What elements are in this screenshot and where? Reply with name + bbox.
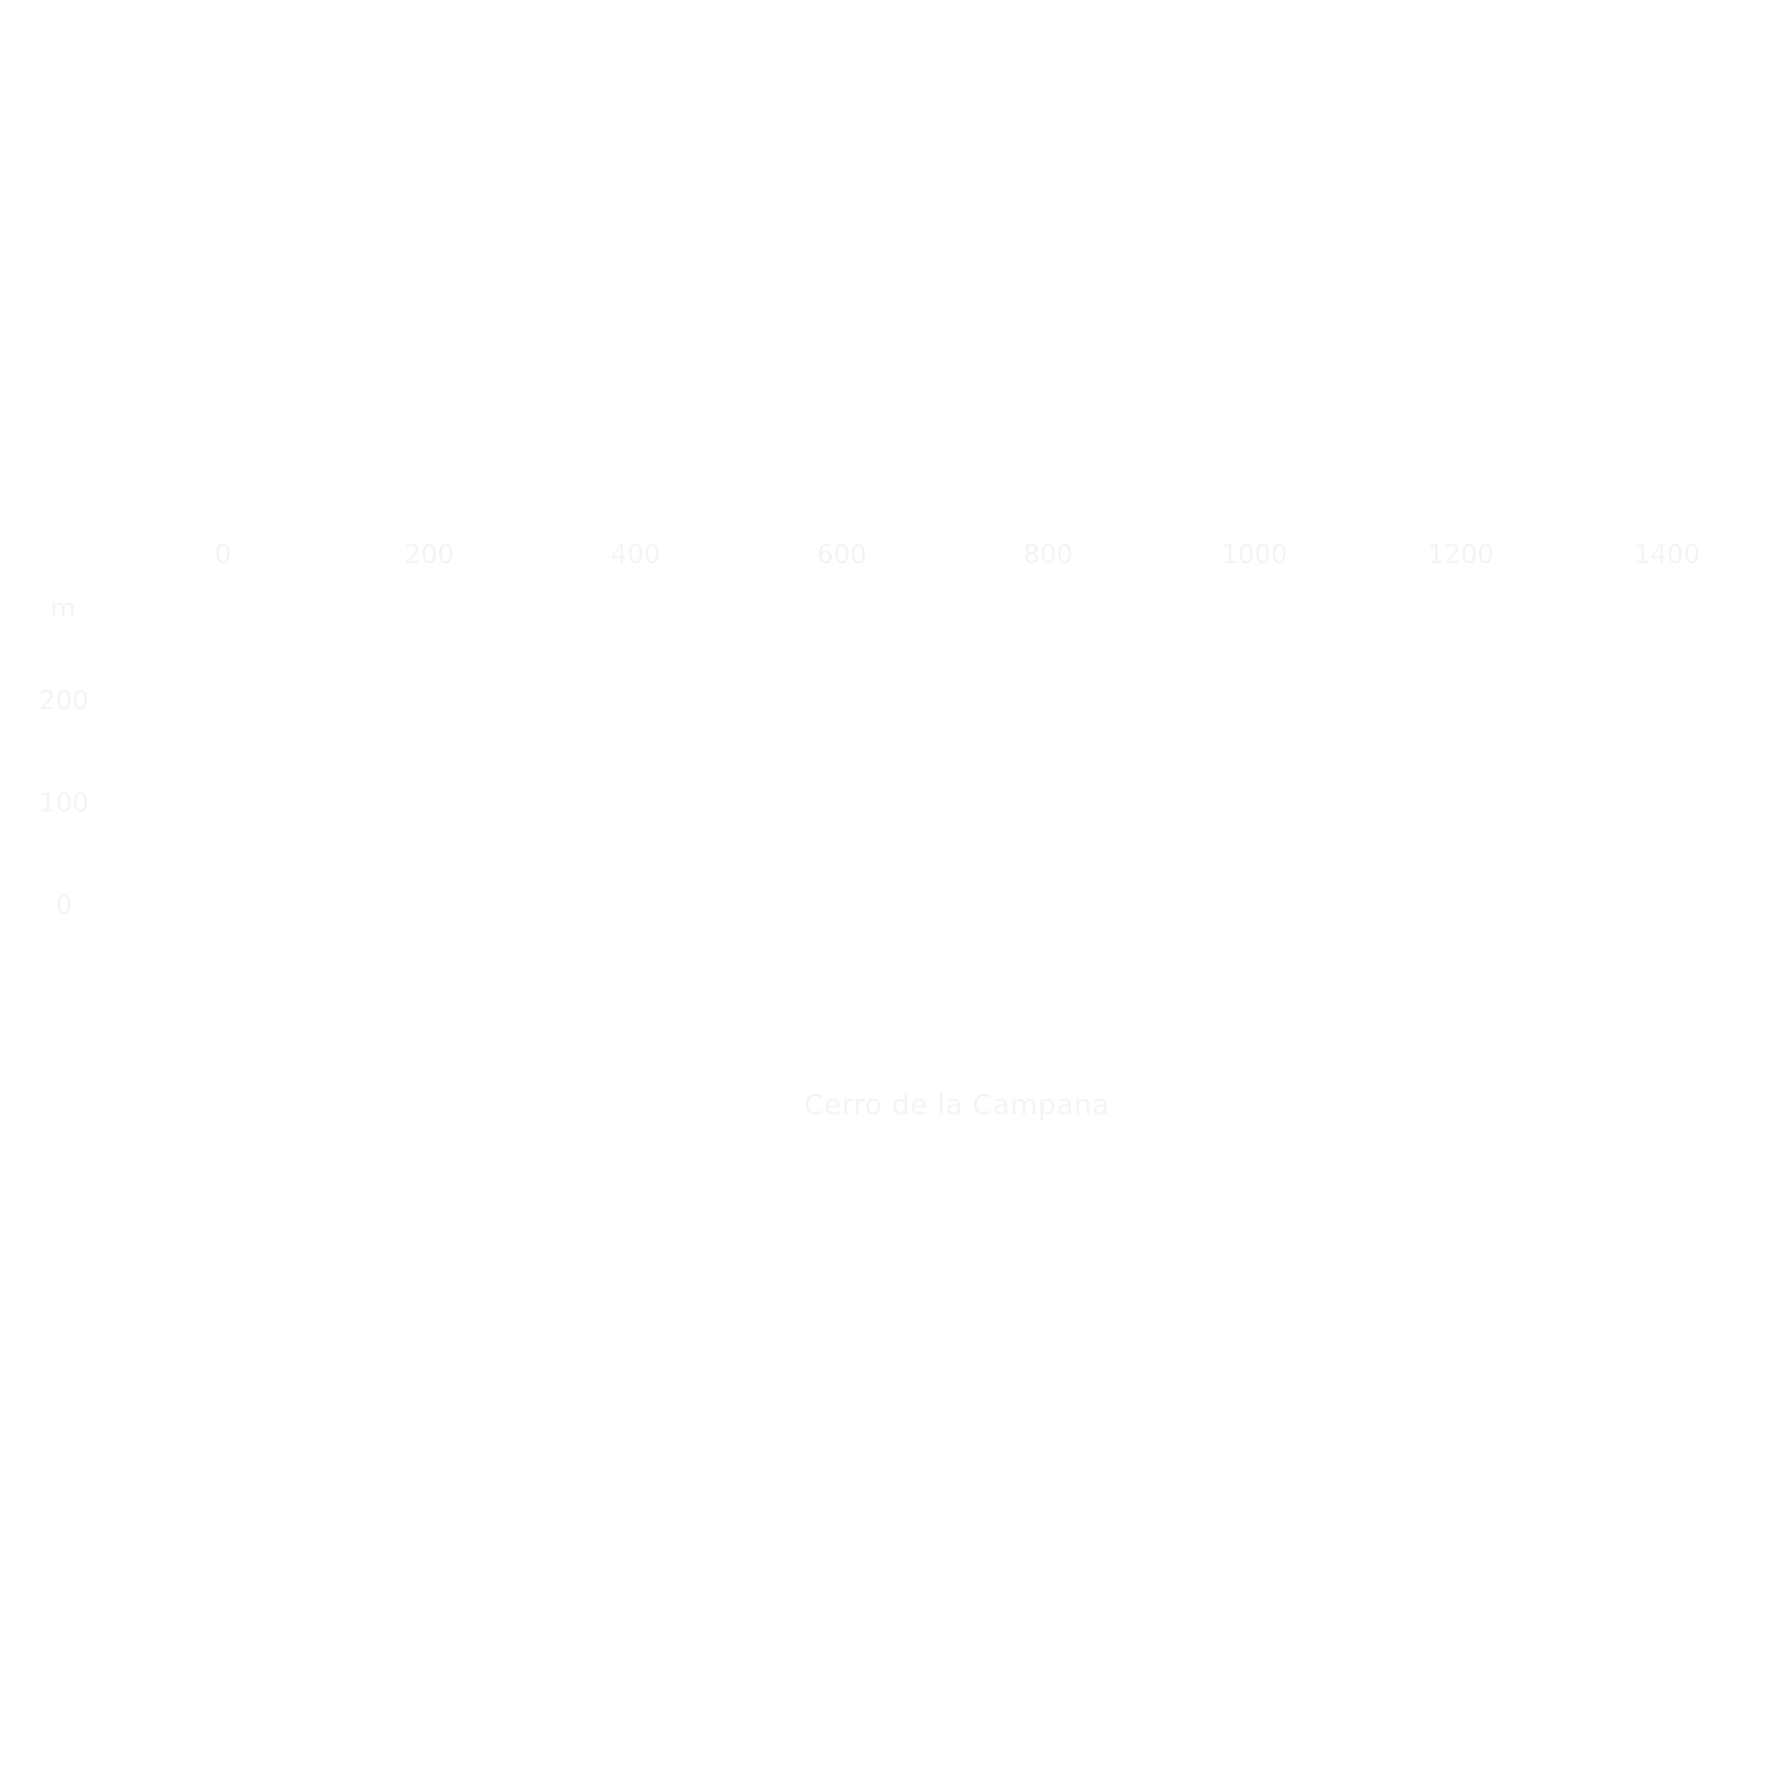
- y-tick-label: 100: [39, 789, 89, 819]
- x-tick-label: 1200: [1428, 540, 1494, 570]
- x-tick-label: 0: [215, 540, 232, 570]
- y-tick-label: 0: [56, 891, 73, 921]
- x-tick-label: 400: [611, 540, 661, 570]
- x-axis-tick-labels: 0 200 400 600 800 1000 1200 1400: [215, 540, 1700, 570]
- y-tick-label: 200: [39, 686, 89, 716]
- chart-caption: Cerro de la Campana: [804, 1088, 1110, 1121]
- y-axis-unit-label: m: [50, 594, 75, 624]
- y-axis-tick-labels: 200 100 0: [39, 686, 89, 921]
- x-tick-label: 800: [1023, 540, 1073, 570]
- x-tick-label: 200: [404, 540, 454, 570]
- x-tick-label: 600: [817, 540, 867, 570]
- x-tick-label: 1000: [1221, 540, 1287, 570]
- x-tick-label: 1400: [1634, 540, 1700, 570]
